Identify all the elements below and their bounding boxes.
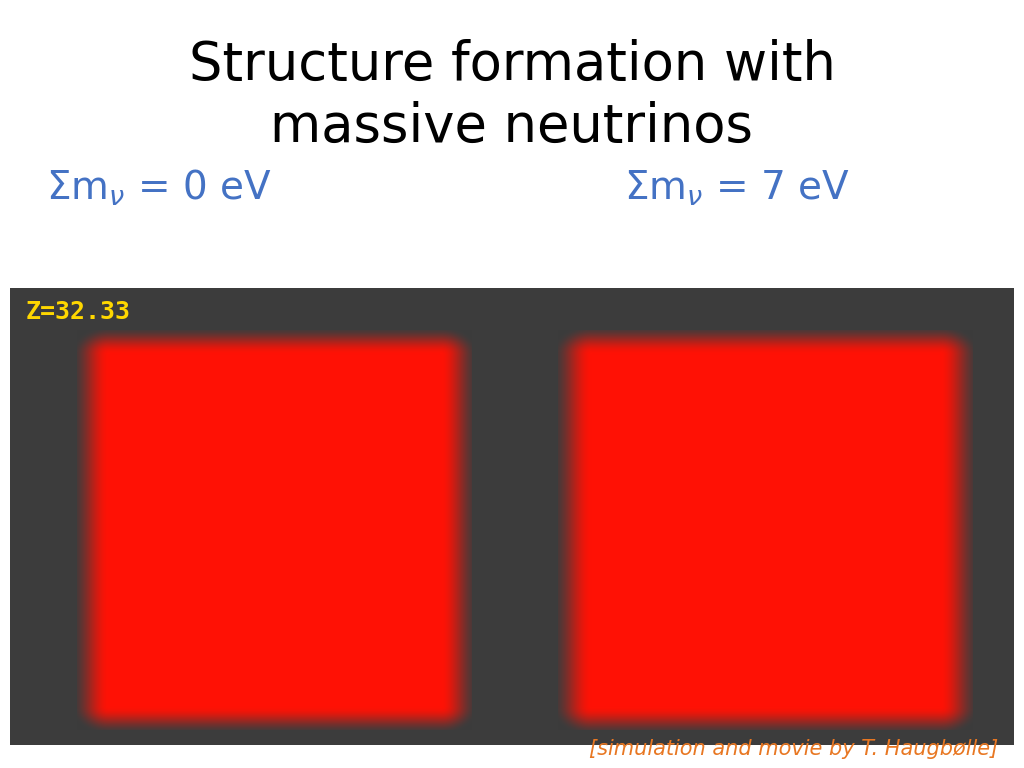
Bar (10, 288, 1014, 745)
Text: Structure formation with: Structure formation with (188, 39, 836, 91)
Text: $\Sigma$m$_\nu$ = 0 eV: $\Sigma$m$_\nu$ = 0 eV (46, 168, 271, 208)
Text: [simulation and movie by T. Haugbølle]: [simulation and movie by T. Haugbølle] (589, 739, 998, 759)
Text: Z=32.33: Z=32.33 (26, 300, 131, 323)
Text: $\Sigma$m$_\nu$ = 7 eV: $\Sigma$m$_\nu$ = 7 eV (625, 168, 850, 208)
Text: massive neutrinos: massive neutrinos (270, 101, 754, 153)
